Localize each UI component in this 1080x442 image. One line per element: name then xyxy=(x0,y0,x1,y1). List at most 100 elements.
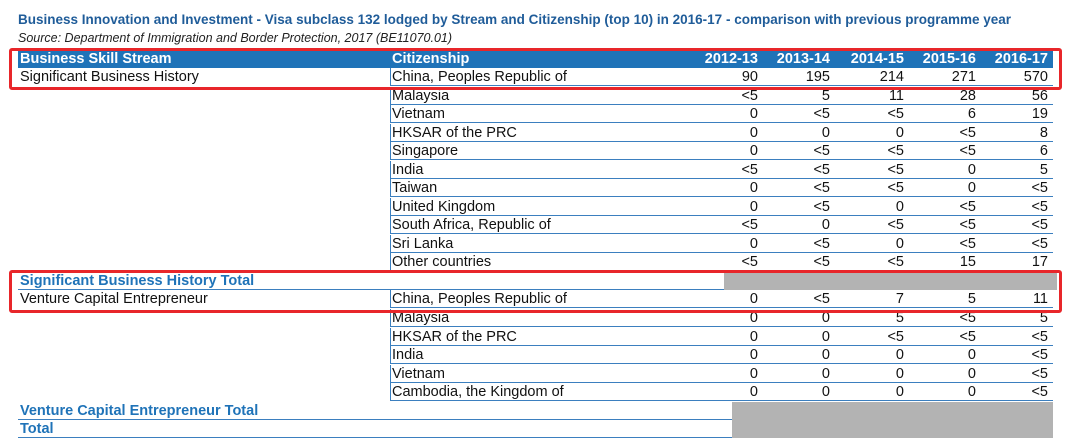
grand-total-row: Total xyxy=(18,420,732,438)
value-cell: 0 xyxy=(821,217,830,233)
value-cell: <5 xyxy=(887,106,904,122)
citizenship-cell: Singapore xyxy=(392,143,459,159)
citizenship-cell: Vietnam xyxy=(392,106,445,122)
value-cell: 0 xyxy=(821,347,830,363)
value-cell: 0 xyxy=(895,198,904,215)
table-row: Singapore 0 <5 <5 <5 6 xyxy=(18,142,1053,160)
value-cell: <5 xyxy=(741,87,758,104)
value-cell: <5 xyxy=(959,235,976,252)
value-cell: 0 xyxy=(749,328,758,345)
value-cell: 17 xyxy=(1031,254,1048,270)
table-row: HKSAR of the PRC 0 0 0 <5 8 xyxy=(18,123,1053,142)
citizenship-cell: Cambodia, the Kingdom of xyxy=(392,384,564,400)
value-cell: 0 xyxy=(749,347,758,363)
value-cell: <5 xyxy=(813,291,830,307)
citizenship-cell: HKSAR of the PRC xyxy=(392,124,517,141)
value-cell: 0 xyxy=(749,106,758,122)
value-cell: <5 xyxy=(887,328,904,345)
stream-name: Significant Business History xyxy=(20,69,199,85)
table-row: HKSAR of the PRC 0 0 <5 <5 <5 xyxy=(18,327,1053,346)
highlight-box-vce xyxy=(9,270,1062,313)
value-cell: <5 xyxy=(959,310,976,326)
value-cell: 570 xyxy=(1023,69,1048,85)
value-cell: <5 xyxy=(1031,328,1048,345)
value-cell: <5 xyxy=(959,143,976,159)
value-cell: <5 xyxy=(1031,365,1048,382)
table-row: India <5 <5 <5 0 5 xyxy=(18,160,1053,179)
value-cell: <5 xyxy=(959,198,976,215)
value-cell: 0 xyxy=(749,310,758,326)
value-cell: 0 xyxy=(895,235,904,252)
value-cell: <5 xyxy=(887,254,904,270)
value-cell: 5 xyxy=(1039,310,1048,326)
table-row: Taiwan 0 <5 <5 0 <5 xyxy=(18,179,1053,197)
table-row: Sri Lanka 0 <5 0 <5 <5 xyxy=(18,234,1053,253)
value-cell: 56 xyxy=(1031,87,1048,104)
header-year: 2016-17 xyxy=(994,51,1048,67)
header-year: 2014-15 xyxy=(850,51,904,67)
citizenship-cell: HKSAR of the PRC xyxy=(392,328,517,345)
citizenship-cell: India xyxy=(392,347,424,363)
table-row: Significant Business History China, Peop… xyxy=(18,68,1053,86)
value-cell: <5 xyxy=(1031,235,1048,252)
value-cell: 0 xyxy=(749,384,758,400)
citizenship-cell: Sri Lanka xyxy=(392,235,454,252)
citizenship-cell: India xyxy=(392,161,424,178)
value-cell: 271 xyxy=(951,69,976,85)
total-values-fill xyxy=(732,402,1053,438)
value-cell: <5 xyxy=(813,143,830,159)
value-cell: <5 xyxy=(813,235,830,252)
value-cell: <5 xyxy=(813,106,830,122)
table-row: Venture Capital Entrepreneur China, Peop… xyxy=(18,290,1053,308)
value-cell: <5 xyxy=(1031,198,1048,215)
value-cell: <5 xyxy=(741,217,758,233)
grand-total-label: Total xyxy=(20,421,54,437)
value-cell: 11 xyxy=(1032,291,1048,307)
value-cell: <5 xyxy=(813,161,830,178)
value-cell: 5 xyxy=(821,87,830,104)
stream-name: Venture Capital Entrepreneur xyxy=(20,291,208,307)
value-cell: <5 xyxy=(887,180,904,196)
value-cell: <5 xyxy=(959,217,976,233)
value-cell: 5 xyxy=(967,291,976,307)
table-row: South Africa, Republic of <5 0 <5 <5 <5 xyxy=(18,216,1053,234)
table-row: Cambodia, the Kingdom of 0 0 0 0 <5 xyxy=(18,383,1053,401)
highlight-box-sbh xyxy=(9,48,1062,90)
value-cell: <5 xyxy=(741,161,758,178)
value-cell: 28 xyxy=(959,87,976,104)
table-row: Malaysia <5 5 11 28 56 xyxy=(18,86,1053,105)
value-cell: 0 xyxy=(821,365,830,382)
value-cell: <5 xyxy=(813,198,830,215)
header-year: 2012-13 xyxy=(704,51,758,67)
value-cell: 0 xyxy=(895,365,904,382)
citizenship-cell: United Kingdom xyxy=(392,198,496,215)
header-year: 2013-14 xyxy=(776,51,830,67)
value-cell: 15 xyxy=(959,254,976,270)
citizenship-cell: Malaysia xyxy=(392,87,450,104)
section-total-row: Venture Capital Entrepreneur Total xyxy=(18,402,732,420)
value-cell: 195 xyxy=(805,69,830,85)
table-row: Vietnam 0 0 0 0 <5 xyxy=(18,364,1053,383)
value-cell: 0 xyxy=(749,124,758,141)
value-cell: 0 xyxy=(821,124,830,141)
value-cell: <5 xyxy=(959,328,976,345)
citizenship-cell: South Africa, Republic of xyxy=(392,217,551,233)
table-row: Other countries <5 <5 <5 15 17 xyxy=(18,253,1053,271)
value-cell: <5 xyxy=(1031,384,1048,400)
section-total-label: Venture Capital Entrepreneur Total xyxy=(20,403,259,419)
value-cell: 0 xyxy=(749,180,758,196)
value-cell: 0 xyxy=(821,328,830,345)
header-citizenship: Citizenship xyxy=(392,51,470,67)
section-total-label: Significant Business History Total xyxy=(20,273,255,289)
value-cell: <5 xyxy=(1031,217,1048,233)
value-cell: 0 xyxy=(967,180,976,196)
citizenship-cell: Vietnam xyxy=(392,365,445,382)
value-cell: 0 xyxy=(749,198,758,215)
value-cell: 5 xyxy=(1039,161,1048,178)
value-cell: 0 xyxy=(821,384,830,400)
value-cell: 7 xyxy=(895,291,904,307)
value-cell: 0 xyxy=(749,365,758,382)
value-cell: <5 xyxy=(1031,347,1048,363)
citizenship-cell: Malaysia xyxy=(392,310,450,326)
value-cell: 8 xyxy=(1039,124,1048,141)
